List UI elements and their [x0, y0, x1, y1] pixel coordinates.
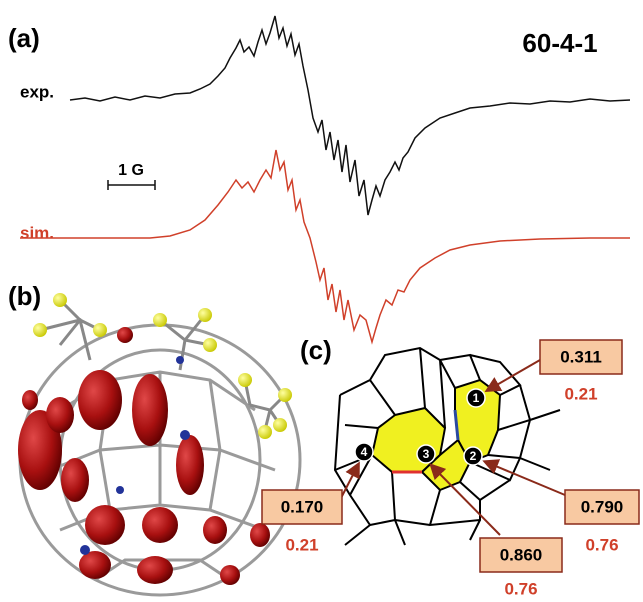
- label: 0.21: [285, 535, 318, 554]
- figure: (a) 60-4-1 exp. 1 G sim. (b) (c) 1 2 3 4…: [0, 0, 643, 602]
- sim-spectrum: [20, 150, 630, 342]
- arrow: [486, 462, 565, 495]
- label: 0.170: [281, 497, 324, 516]
- label: 3: [423, 447, 430, 461]
- scale-label: 1 G: [118, 162, 144, 179]
- callout: 0.170 0.21: [262, 490, 342, 554]
- callout: 0.790 0.76: [565, 490, 639, 554]
- node: 3: [417, 445, 435, 463]
- label: 0.76: [504, 579, 537, 598]
- panel-label: (b): [8, 281, 41, 311]
- label: 1: [473, 391, 480, 405]
- exp-label: exp.: [20, 82, 54, 101]
- callout: 0.860 0.76: [480, 538, 562, 598]
- node: 2: [464, 447, 482, 465]
- panel-label: (a): [8, 23, 40, 53]
- label: 0.311: [560, 347, 602, 366]
- callout: 0.311 0.21: [540, 340, 622, 403]
- node: 4: [355, 443, 373, 461]
- sim-label: sim.: [20, 223, 54, 242]
- arrow: [488, 360, 540, 390]
- sample-title: 60-4-1: [522, 28, 597, 58]
- label: 4: [361, 445, 368, 459]
- molecule: [18, 293, 300, 595]
- label: 0.790: [581, 497, 624, 516]
- label: 0.860: [500, 545, 543, 564]
- label: 2: [470, 449, 477, 463]
- panel-label: (c): [300, 335, 332, 365]
- label: 0.21: [564, 384, 597, 403]
- label: 0.76: [585, 535, 618, 554]
- node: 1: [467, 389, 485, 407]
